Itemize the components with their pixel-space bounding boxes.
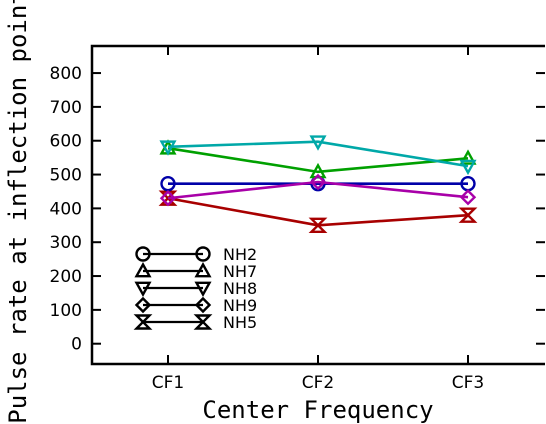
data-point [458, 207, 478, 223]
x-axis-title: Center Frequency [202, 396, 433, 424]
legend-marker [195, 246, 211, 262]
legend-label: NH9 [223, 296, 257, 315]
legend-marker [194, 262, 212, 278]
legend-marker [194, 281, 212, 297]
series-nh5 [158, 190, 478, 233]
data-point [459, 159, 477, 176]
x-tick-label: CF3 [452, 373, 484, 393]
series-line [167, 146, 469, 174]
legend-marker [133, 314, 153, 330]
data-point [159, 140, 177, 156]
y-tick-label: 100 [50, 301, 82, 321]
y-tick-label: 200 [50, 267, 82, 287]
legend-marker [193, 314, 213, 330]
legend-marker [134, 281, 152, 297]
y-tick-label: 400 [50, 199, 82, 219]
legend-label: NH7 [223, 262, 257, 281]
y-tick-label: 800 [50, 64, 82, 84]
legend-label: NH8 [223, 279, 257, 298]
legend-item: NH5 [133, 313, 257, 332]
legend-item: NH9 [134, 296, 257, 315]
y-tick-label: 300 [50, 233, 82, 253]
y-tick-label: 0 [71, 335, 82, 355]
y-tick-label: 600 [50, 132, 82, 152]
y-tick-label: 500 [50, 166, 82, 186]
x-tick-label: CF1 [152, 373, 184, 393]
legend-label: NH5 [223, 313, 257, 332]
data-point [309, 135, 327, 151]
data-point [309, 173, 327, 191]
legend-marker [134, 296, 152, 314]
legend-item: NH2 [135, 245, 257, 264]
plot-axes: 0 100 200 300 400 500 600 700 800 CF1 CF2 CF3 [50, 44, 545, 393]
y-axis-title: Pulse rate at inflection point [4, 0, 32, 424]
legend-item: NH7 [134, 262, 257, 281]
data-point [459, 189, 477, 206]
series-nh8 [159, 135, 477, 176]
x-tick-label: CF2 [302, 373, 334, 393]
legend-item: NH8 [134, 279, 257, 298]
y-tick-label: 700 [50, 98, 82, 118]
series-line [167, 140, 469, 168]
series-line [167, 180, 469, 200]
legend-label: NH2 [223, 245, 257, 264]
legend-marker [134, 262, 152, 278]
series-line [167, 196, 469, 227]
series-layer [158, 135, 478, 233]
data-point [308, 217, 328, 233]
data-point [158, 190, 178, 206]
data-point [459, 149, 477, 165]
legend-marker [194, 296, 212, 314]
data-point [159, 190, 177, 207]
legend-marker [135, 246, 151, 262]
series-nh9 [159, 173, 477, 207]
